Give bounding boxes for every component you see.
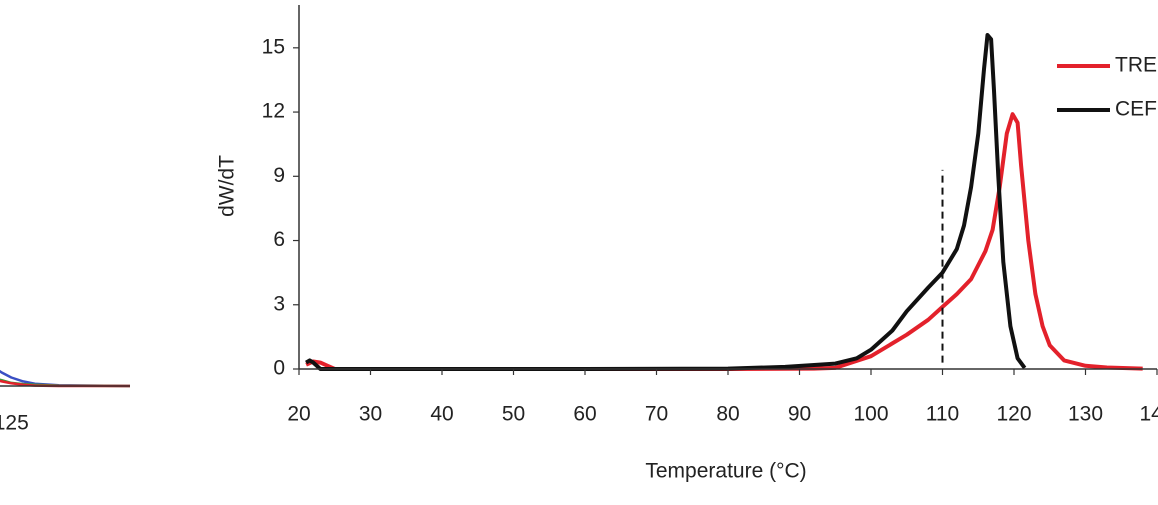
x-tick-label: 90 — [788, 403, 811, 426]
y-tick-label: 15 — [262, 35, 285, 58]
x-tick-label: 130 — [1068, 403, 1103, 426]
x-tick-label: 125 — [0, 412, 29, 435]
series-line — [305, 33, 1027, 371]
series-line — [0, 379, 130, 388]
y-tick-label: 12 — [262, 100, 285, 123]
y-tick-label: 6 — [273, 228, 285, 251]
x-tick-label: 20 — [287, 403, 310, 426]
x-tick-label: 60 — [573, 403, 596, 426]
y-tick-label: 3 — [273, 292, 285, 315]
x-tick-label: 40 — [430, 403, 453, 426]
x-axis-label: Temperature (°C) — [645, 460, 806, 483]
y-axis-label: dW/dT — [216, 155, 239, 217]
x-tick-label: 80 — [716, 403, 739, 426]
x-tick-label: 30 — [359, 403, 382, 426]
x-tick-label: 110 — [926, 403, 959, 426]
y-tick-label: 9 — [273, 164, 285, 187]
x-tick-label: 100 — [853, 403, 888, 426]
series-line — [0, 369, 131, 388]
x-tick-label: 120 — [996, 403, 1031, 426]
legend-label: CEF — [1115, 98, 1157, 121]
x-tick-label: 70 — [645, 403, 668, 426]
x-tick-label: 50 — [502, 403, 525, 426]
legend-label: TRE — [1115, 54, 1157, 77]
y-tick-label: 0 — [273, 357, 285, 380]
x-tick-label: 140 — [1139, 403, 1158, 426]
series-line — [305, 112, 1143, 371]
